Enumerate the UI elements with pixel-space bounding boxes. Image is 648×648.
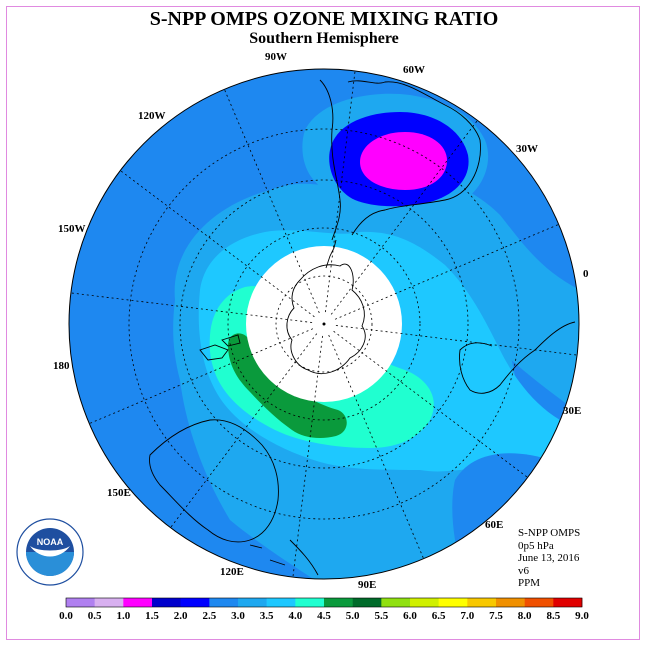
- colorbar-swatch: [209, 598, 239, 607]
- info-block: S-NPP OMPS 0p5 hPa June 13, 2016 v6 PPM: [518, 527, 580, 590]
- lon-label-120w: 120W: [138, 110, 166, 122]
- info-units: PPM: [518, 577, 541, 589]
- colorbar-swatch: [66, 598, 95, 607]
- colorbar-tick-label: 5.0: [345, 610, 360, 622]
- colorbar-tick-label: 3.5: [259, 610, 274, 622]
- meridian-line: [89, 328, 314, 425]
- info-date: June 13, 2016: [518, 552, 580, 564]
- info-instrument: S-NPP OMPS: [518, 527, 581, 539]
- coastlines: [149, 79, 576, 576]
- lon-label-150e: 150E: [107, 487, 131, 499]
- lon-label-30w: 30W: [516, 143, 538, 155]
- meridian-line: [325, 70, 356, 313]
- lon-label-120e: 120E: [220, 566, 244, 578]
- colorbar-tick-label: 7.5: [489, 610, 503, 622]
- noaa-logo: NOAA: [16, 518, 84, 586]
- lon-label-180: 180: [53, 360, 70, 372]
- info-level: 0p5 hPa: [518, 539, 554, 552]
- meridian-line: [333, 330, 528, 478]
- lon-label-150w: 150W: [58, 223, 86, 235]
- lon-label-60w: 60W: [403, 64, 425, 76]
- south-america-coast: [319, 79, 481, 241]
- colorbar-tick-label: 7.0: [460, 610, 475, 622]
- south-pole-marker: [322, 322, 326, 326]
- colorbar-tick-label: 5.5: [374, 610, 389, 622]
- colorbar-swatch: [381, 598, 411, 607]
- map-boundary: [68, 68, 580, 580]
- meridian-line: [330, 120, 478, 315]
- antarctic-peninsula: [325, 239, 337, 269]
- map-title: S-NPP OMPS OZONE MIXING RATIO: [149, 8, 499, 30]
- colorbar-tick-label: 3.0: [231, 610, 245, 622]
- field-2.5-3.0-east: [380, 174, 579, 420]
- colorbar-tick-label: 9.0: [575, 610, 589, 622]
- meridian-line: [170, 333, 318, 528]
- meridian-line: [335, 325, 578, 356]
- colorbar-swatch: [496, 598, 525, 607]
- colorbar-swatch: [266, 598, 296, 607]
- australia-coast: [149, 419, 279, 543]
- colorbar-swatch: [94, 598, 124, 607]
- latitude-circles: [128, 128, 520, 520]
- colorbar-tick-label: 0.0: [59, 610, 73, 622]
- colorbar-tick-label: 8.5: [546, 610, 561, 622]
- colorbar-tick-label: 6.0: [403, 610, 417, 622]
- colorbar-swatch: [295, 598, 325, 607]
- colorbar: [65, 597, 583, 608]
- map-subtitle: Southern Hemisphere: [249, 30, 399, 47]
- colorbar-swatch: [123, 598, 153, 607]
- antarctica-coast: [286, 263, 366, 374]
- colorbar-swatch: [152, 598, 181, 607]
- figure-frame: [6, 6, 640, 640]
- info-version: v6: [518, 564, 529, 577]
- colorbar-swatch: [410, 598, 439, 607]
- colorbar-swatch: [553, 598, 583, 607]
- meridian-line: [70, 292, 313, 323]
- colorbar-tick-label: 6.5: [431, 610, 446, 622]
- colorbar-tick-label: 2.5: [202, 610, 217, 622]
- meridian-line: [120, 170, 315, 318]
- colorbar-outline: [65, 597, 583, 608]
- lon-label-90w: 90W: [265, 51, 287, 63]
- lon-label-30e: 30E: [563, 405, 582, 417]
- colorbar-tick-label: 2.0: [173, 610, 188, 622]
- meridian-lines: [70, 70, 578, 578]
- meridian-line: [334, 223, 559, 320]
- asia-islands-coast: [249, 539, 319, 576]
- colorbar-tick-label: 0.5: [87, 610, 102, 622]
- colorbar-swatch: [352, 598, 382, 607]
- lon-label-0: 0: [583, 268, 589, 280]
- field-1.0-1.5: [360, 132, 448, 190]
- colorbar-tick-label: 4.0: [288, 610, 303, 622]
- colorbar-swatch: [238, 598, 267, 607]
- colorbar-tick-label: 8.0: [517, 610, 532, 622]
- africa-coast: [459, 321, 576, 394]
- colorbar-tick-label: 4.5: [317, 610, 331, 622]
- colorbar-swatch: [438, 598, 468, 607]
- meridian-line: [328, 334, 425, 559]
- noaa-logo-text: NOAA: [37, 537, 64, 547]
- colorbar-swatch: [524, 598, 554, 607]
- colorbar-tick-label: 1.5: [145, 610, 159, 622]
- colorbar-swatch: [324, 598, 353, 607]
- lon-label-60e: 60E: [485, 519, 504, 531]
- lon-label-90e: 90E: [358, 579, 377, 591]
- colorbar-swatch: [467, 598, 497, 607]
- meridian-line: [292, 335, 323, 578]
- new-zealand-coast: [199, 334, 241, 361]
- colorbar-swatch: [180, 598, 210, 607]
- colorbar-tick-label: 1.0: [116, 610, 131, 622]
